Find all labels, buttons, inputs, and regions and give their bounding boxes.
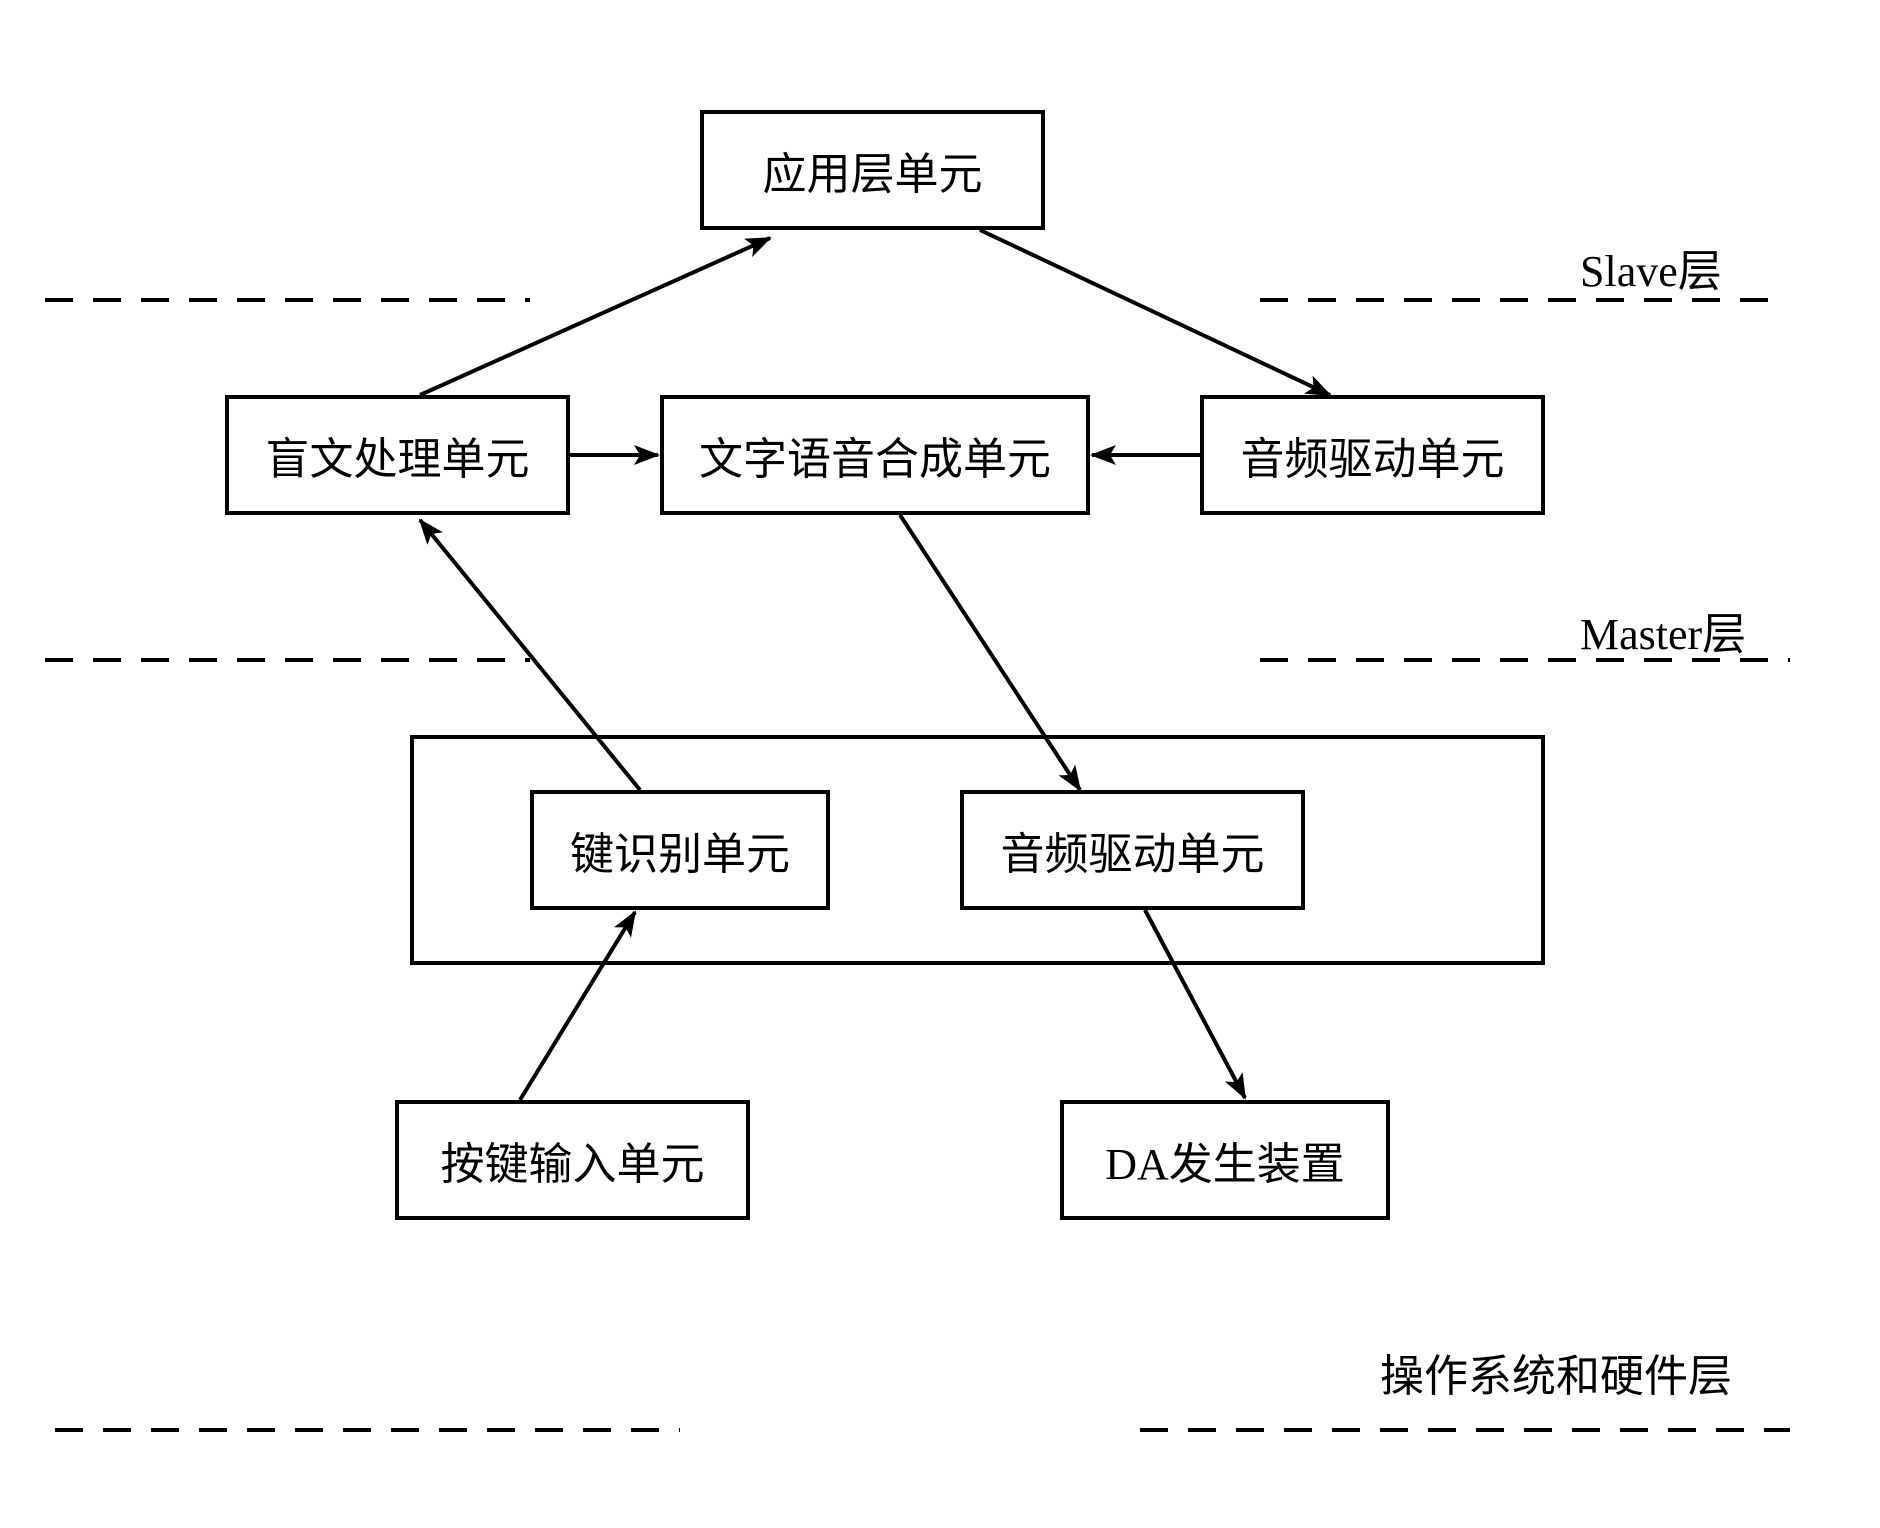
node-app-layer: 应用层单元 (700, 110, 1045, 230)
node-tts-unit: 文字语音合成单元 (660, 395, 1090, 515)
node-label: DA发生装置 (1105, 1128, 1345, 1192)
node-label: 应用层单元 (763, 138, 983, 202)
node-label: 文字语音合成单元 (699, 423, 1051, 487)
node-audio-driver-2: 音频驱动单元 (960, 790, 1305, 910)
layer-label-slave: Slave层 (1580, 235, 1722, 299)
node-key-recognition: 键识别单元 (530, 790, 830, 910)
node-braille-unit: 盲文处理单元 (225, 395, 570, 515)
node-label: 音频驱动单元 (1001, 818, 1265, 882)
layer-label-master: Master层 (1580, 598, 1746, 662)
node-label: 音频驱动单元 (1241, 423, 1505, 487)
node-label: 键识别单元 (570, 818, 790, 882)
layer-label-oshw: 操作系统和硬件层 (1380, 1340, 1732, 1404)
diagram-stage: Slave层 Master层 操作系统和硬件层 应用层单元 盲文处理单元 文字语… (0, 0, 1880, 1528)
node-key-input: 按键输入单元 (395, 1100, 750, 1220)
node-da-device: DA发生装置 (1060, 1100, 1390, 1220)
node-audio-driver-1: 音频驱动单元 (1200, 395, 1545, 515)
node-label: 按键输入单元 (441, 1128, 705, 1192)
node-label: 盲文处理单元 (266, 423, 530, 487)
